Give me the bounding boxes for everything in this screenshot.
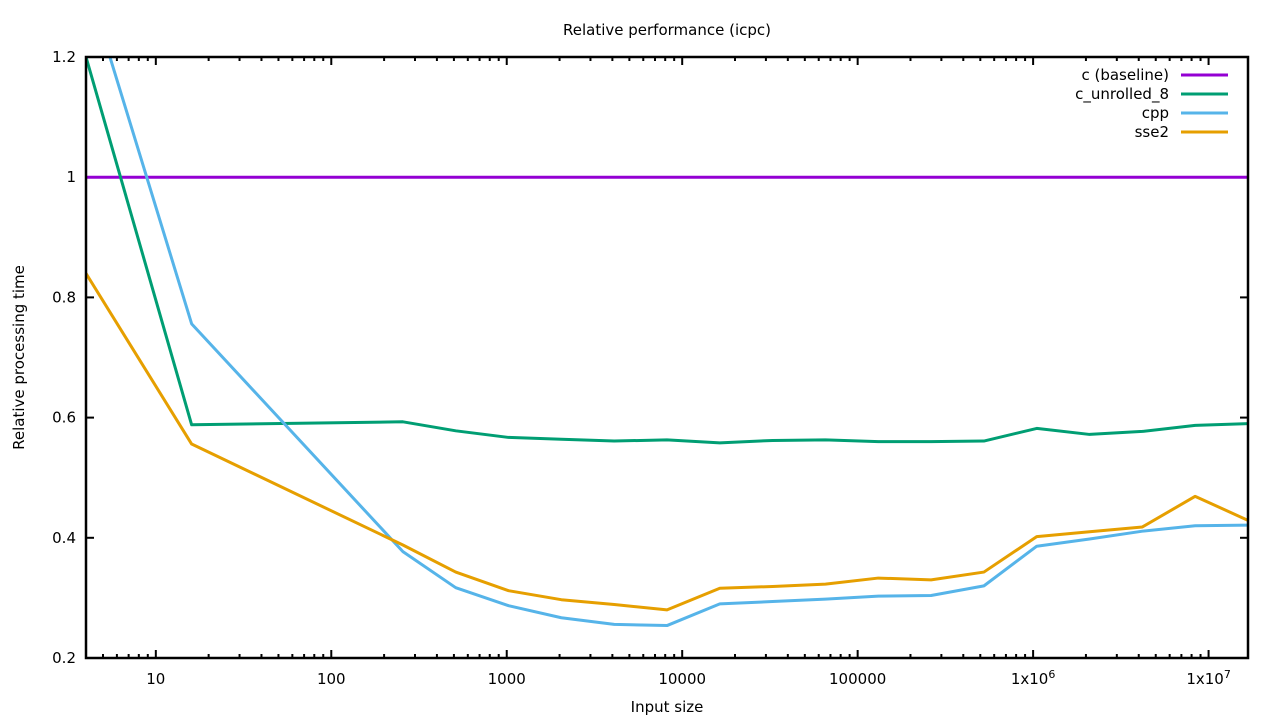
legend-label-sse2: sse2 — [1135, 123, 1169, 141]
y-tick-label: 0.6 — [52, 409, 76, 427]
x-tick-label-base: 100 — [317, 670, 346, 688]
x-tick-label: 10000 — [658, 670, 706, 688]
y-axis-label: Relative processing time — [10, 265, 28, 450]
series-line-sse2 — [86, 272, 1248, 612]
x-tick-label-base: 100000 — [829, 670, 886, 688]
series-layer — [86, 57, 1248, 628]
series-line-cpp — [108, 57, 1248, 628]
y-tick-label: 1.2 — [52, 48, 76, 66]
legend-label-c-unrolled-8: c_unrolled_8 — [1075, 85, 1169, 104]
series-line-c-unrolled-8 — [86, 57, 1248, 445]
y-tick-label: 0.8 — [52, 288, 76, 306]
x-tick-label: 100 — [317, 670, 346, 688]
x-axis-label: Input size — [631, 698, 704, 716]
x-tick-label-exponent: 7 — [1224, 668, 1231, 681]
plot-frame — [84, 55, 1250, 660]
legend-label-cpp: cpp — [1142, 104, 1169, 122]
y-tick-label: 0.2 — [52, 649, 76, 667]
x-tick-label-base: 1x10 — [1186, 670, 1224, 688]
x-tick-label: 1x107 — [1186, 668, 1231, 688]
x-tick-label-base: 10 — [146, 670, 165, 688]
x-tick-label: 10 — [146, 670, 165, 688]
x-tick-label-exponent: 6 — [1048, 668, 1055, 681]
chart-title: Relative performance (icpc) — [563, 21, 771, 39]
legend-label-c-baseline: c (baseline) — [1081, 66, 1169, 84]
x-tick-label: 100000 — [829, 670, 886, 688]
x-tick-label-base: 1000 — [488, 670, 526, 688]
y-tick-label: 1 — [66, 168, 76, 186]
x-tick-label-base: 1x10 — [1011, 670, 1049, 688]
y-tick-label: 0.4 — [52, 529, 76, 547]
x-tick-label-base: 10000 — [658, 670, 706, 688]
x-tick-label: 1000 — [488, 670, 526, 688]
x-tick-label: 1x106 — [1011, 668, 1056, 688]
